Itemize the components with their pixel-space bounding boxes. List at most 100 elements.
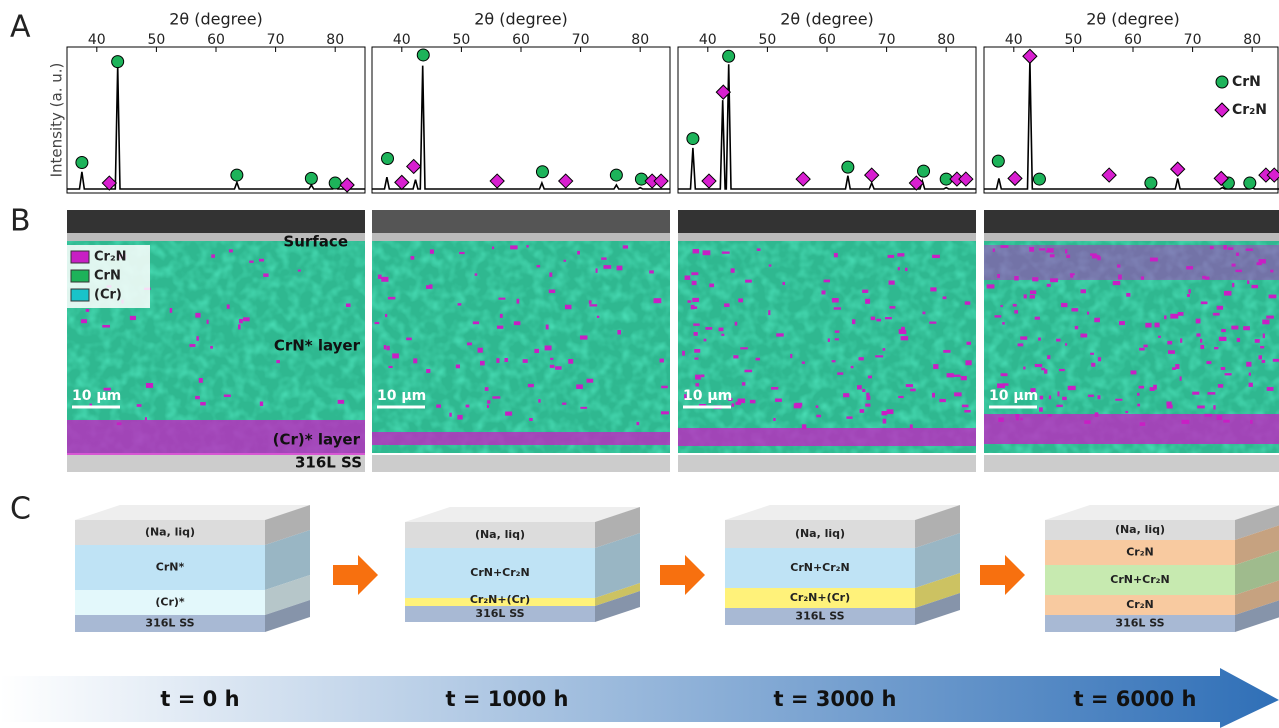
cr2n-grain [1195, 318, 1201, 324]
x-axis-title: 2θ (degree) [169, 10, 263, 29]
cr2n-grain [1216, 305, 1224, 310]
layer [75, 615, 265, 632]
cr2n-grain [1059, 368, 1065, 372]
marker [701, 173, 717, 189]
cr2n-grain [1175, 364, 1180, 369]
block-top [725, 505, 960, 520]
cr2n-grain [1039, 395, 1044, 400]
cr2n-grain [939, 398, 946, 403]
marker [380, 151, 394, 165]
layer [1045, 540, 1235, 565]
cr2n-grain [1204, 413, 1212, 417]
scale-bar-label: 10 µm [683, 388, 732, 404]
cr2n-grain [1044, 369, 1048, 374]
cr2n-grain [410, 256, 415, 260]
cr2n-grain [801, 424, 807, 430]
cr2n-grain [474, 273, 478, 276]
legend-swatch [1214, 102, 1230, 118]
cr2n-grain [522, 359, 528, 363]
cr2n-grain [226, 304, 230, 309]
layer-label: 316L SS [1115, 617, 1164, 630]
cr2n-grain [887, 254, 895, 258]
cr2n-grain [833, 252, 838, 258]
cr2n-grain [595, 268, 598, 273]
layer-label: Cr₂N+(Cr) [470, 593, 530, 606]
cr2n-grain [1166, 401, 1172, 406]
cr2n-grain [1272, 358, 1279, 362]
sem-edge [984, 233, 1279, 241]
cr2n-grain [579, 335, 588, 340]
cr2n-grain [477, 347, 483, 353]
cr2n-grain [1029, 295, 1035, 299]
cr2n-grain [932, 254, 940, 259]
cr2n-grain [1197, 405, 1205, 409]
cr2n-grain [211, 254, 215, 258]
cr2n-grain [1056, 338, 1061, 342]
panel-label: A [10, 10, 31, 45]
legend-label: CrN [94, 269, 121, 284]
marker [1022, 48, 1038, 64]
cr2n-grain [577, 250, 580, 255]
cr2n-grain [1065, 343, 1068, 346]
cr2n-grain [682, 350, 685, 356]
cr2n-grain [472, 321, 480, 325]
cr2n-grain [905, 384, 914, 388]
layer [405, 598, 595, 606]
sem-edge [67, 233, 365, 241]
cr2n-grain [513, 321, 521, 326]
cr2n-grain [1167, 340, 1173, 345]
layer-label: CrN+Cr₂N [470, 566, 529, 579]
cr2n-grain [782, 281, 786, 286]
cr2n-grain [843, 393, 850, 398]
cr2n-grain [690, 304, 695, 310]
cr2n-grain [1137, 392, 1140, 396]
cr2n-grain [900, 329, 907, 335]
cr2n-grain [538, 399, 541, 403]
cr2n-grain [223, 394, 231, 397]
marker [1007, 170, 1023, 187]
cr2n-grain [1177, 312, 1184, 316]
map-label: CrN* layer [274, 337, 361, 355]
cr2n-grain [1066, 254, 1071, 258]
cr2n-grain [388, 365, 393, 369]
cr2n-grain [387, 296, 396, 300]
map-label: Surface [283, 233, 348, 251]
cr2n-grain [1030, 388, 1036, 393]
x-tick-label: 70 [267, 32, 285, 48]
cr2n-grain [1115, 398, 1123, 401]
x-tick-label: 60 [818, 32, 836, 48]
cr2n-grain [997, 274, 1000, 278]
cr2n-grain [129, 315, 136, 321]
cr2n-grain [1140, 276, 1145, 280]
cr2n-grain [885, 317, 892, 320]
cr2n-grain [459, 251, 465, 255]
cr2n-grain [889, 306, 896, 309]
cr2n-grain [1246, 361, 1252, 367]
cr2n-grain [616, 265, 623, 271]
cr2n-grain [386, 345, 390, 351]
cr2n-grain [997, 383, 1005, 389]
x-tick-label: 70 [878, 32, 896, 48]
cr2n-grain [1180, 338, 1183, 343]
cr2n-grain [1262, 319, 1270, 325]
cr2n-grain [905, 267, 908, 272]
cr2n-grain [695, 383, 700, 387]
cr2n-grain [862, 289, 869, 293]
cr2n-grain [881, 410, 888, 416]
cr2n-grain [1172, 367, 1176, 370]
cr2n-grain [1164, 315, 1167, 320]
cr2n-band [372, 432, 670, 445]
block-top [1045, 505, 1279, 520]
cr2n-grain [737, 398, 746, 404]
cr2n-grain [1158, 335, 1161, 338]
panel-label: C [10, 492, 31, 527]
cr2n-grain [1091, 362, 1096, 367]
cr2n-grain [1047, 414, 1052, 417]
cr2n-grain [385, 313, 388, 318]
marker [394, 174, 410, 191]
cr2n-grain [545, 324, 549, 330]
cr2n-grain [588, 300, 592, 304]
cr2n-grain [897, 253, 905, 257]
cr2n-grain [526, 245, 529, 248]
cr2n-grain [1139, 347, 1145, 351]
